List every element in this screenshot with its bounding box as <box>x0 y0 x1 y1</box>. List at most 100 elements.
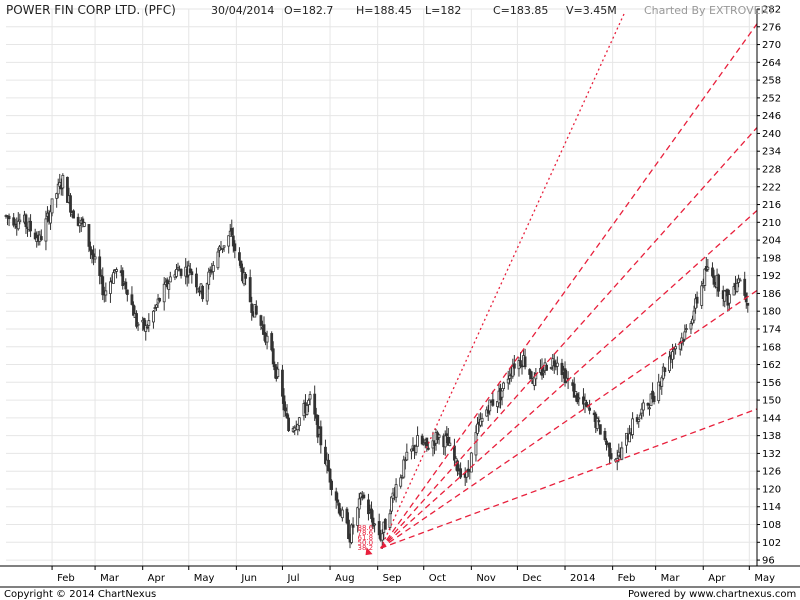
candle-body <box>402 459 406 478</box>
candle-body <box>205 283 209 302</box>
candle-body <box>663 367 667 373</box>
candle-body <box>216 251 220 269</box>
candle-body <box>456 460 459 472</box>
candle-body <box>61 174 65 189</box>
grid <box>6 8 757 566</box>
candle-body <box>585 401 588 407</box>
candle-body <box>474 432 478 456</box>
candle-body <box>56 183 60 195</box>
candle-body <box>563 368 567 384</box>
candle-body <box>244 273 247 279</box>
candle-body <box>488 399 492 412</box>
y-tick-label: 114 <box>762 502 781 513</box>
x-tick-label: Jun <box>240 573 257 584</box>
candle-body <box>165 279 169 288</box>
candle-body <box>608 442 611 457</box>
y-tick-label: 234 <box>762 147 781 158</box>
candle-body <box>12 217 16 226</box>
candle-body <box>390 496 393 512</box>
x-tick-label: Mar <box>661 573 681 584</box>
candle-body <box>198 290 201 293</box>
copyright-text: Copyright © 2014 ChartNexus <box>4 589 156 600</box>
charted-by: Charted By EXTROVERT <box>644 4 774 17</box>
x-tick-label: Aug <box>335 573 355 584</box>
candle-body <box>188 268 192 273</box>
candle-body <box>394 484 398 498</box>
candle-body <box>678 341 682 350</box>
candle-body <box>660 377 664 387</box>
candle-body <box>480 417 484 422</box>
candle-body <box>281 369 284 397</box>
candle-body <box>18 219 22 223</box>
candle-body <box>370 508 373 519</box>
fan-line <box>380 209 758 549</box>
candle-body <box>588 407 591 411</box>
low-price: L=182 <box>425 4 461 17</box>
candle-body <box>717 274 721 292</box>
candle-body <box>142 318 146 330</box>
candle-body <box>738 279 742 282</box>
candle-body <box>250 303 254 313</box>
candle-body <box>307 399 310 406</box>
candle-body <box>597 420 601 423</box>
quote-date: 30/04/2014 <box>211 4 274 17</box>
candle-body <box>221 248 224 250</box>
candle-body <box>572 383 576 398</box>
candle-body <box>437 434 441 438</box>
candle-body <box>239 260 243 269</box>
candle-body <box>491 399 495 406</box>
candle-body <box>112 272 115 284</box>
candle-body <box>446 436 450 446</box>
y-tick-label: 96 <box>762 556 775 567</box>
candle-body <box>328 468 332 483</box>
y-tick-label: 126 <box>762 467 781 478</box>
volume: V=3.45M <box>566 4 617 17</box>
candle-body <box>319 426 323 446</box>
fan-line <box>380 127 758 549</box>
candle-body <box>641 402 645 411</box>
y-tick-label: 180 <box>762 307 781 318</box>
candle-body <box>637 419 641 422</box>
candle-body <box>167 283 171 290</box>
y-tick-label: 144 <box>762 413 781 424</box>
candle-body <box>248 277 252 303</box>
candle-body <box>55 193 59 199</box>
y-axis: 96 102 108 114 120 126 132 138 144 150 156 162 168 17… <box>757 5 781 567</box>
candle-body <box>87 224 91 247</box>
candle-body <box>459 468 462 478</box>
candle-body <box>448 442 452 447</box>
x-tick-label: May <box>194 573 215 584</box>
x-tick-label: Feb <box>57 573 75 584</box>
candle-body <box>689 323 693 330</box>
candle-body <box>144 325 148 332</box>
candle-body <box>735 282 739 292</box>
candle-body <box>684 328 688 330</box>
candle-body <box>469 452 473 473</box>
candle-body <box>124 281 128 290</box>
candle-body <box>532 376 536 386</box>
candle-body <box>367 499 370 515</box>
x-tick-label: Dec <box>522 573 541 584</box>
candle-body <box>356 507 360 526</box>
candle-body <box>190 271 194 276</box>
plot-frame <box>0 9 800 588</box>
candle-body <box>175 268 178 277</box>
candle-body <box>628 433 631 443</box>
candle-body <box>410 448 413 452</box>
x-tick-label: Sep <box>383 573 402 584</box>
fan-label: 38.2 <box>358 544 374 552</box>
candle-body <box>92 253 95 260</box>
candle-body <box>502 382 505 389</box>
candle-body <box>706 266 710 270</box>
candle-body <box>711 267 714 277</box>
candle-body <box>388 513 392 528</box>
candle-body <box>560 362 564 376</box>
candle-body <box>425 437 429 447</box>
candle-body <box>674 346 678 350</box>
candle-body <box>651 390 654 400</box>
y-tick-label: 102 <box>762 538 781 549</box>
candle-body <box>506 378 510 384</box>
candle-body <box>426 447 430 450</box>
candle-body <box>672 348 676 351</box>
